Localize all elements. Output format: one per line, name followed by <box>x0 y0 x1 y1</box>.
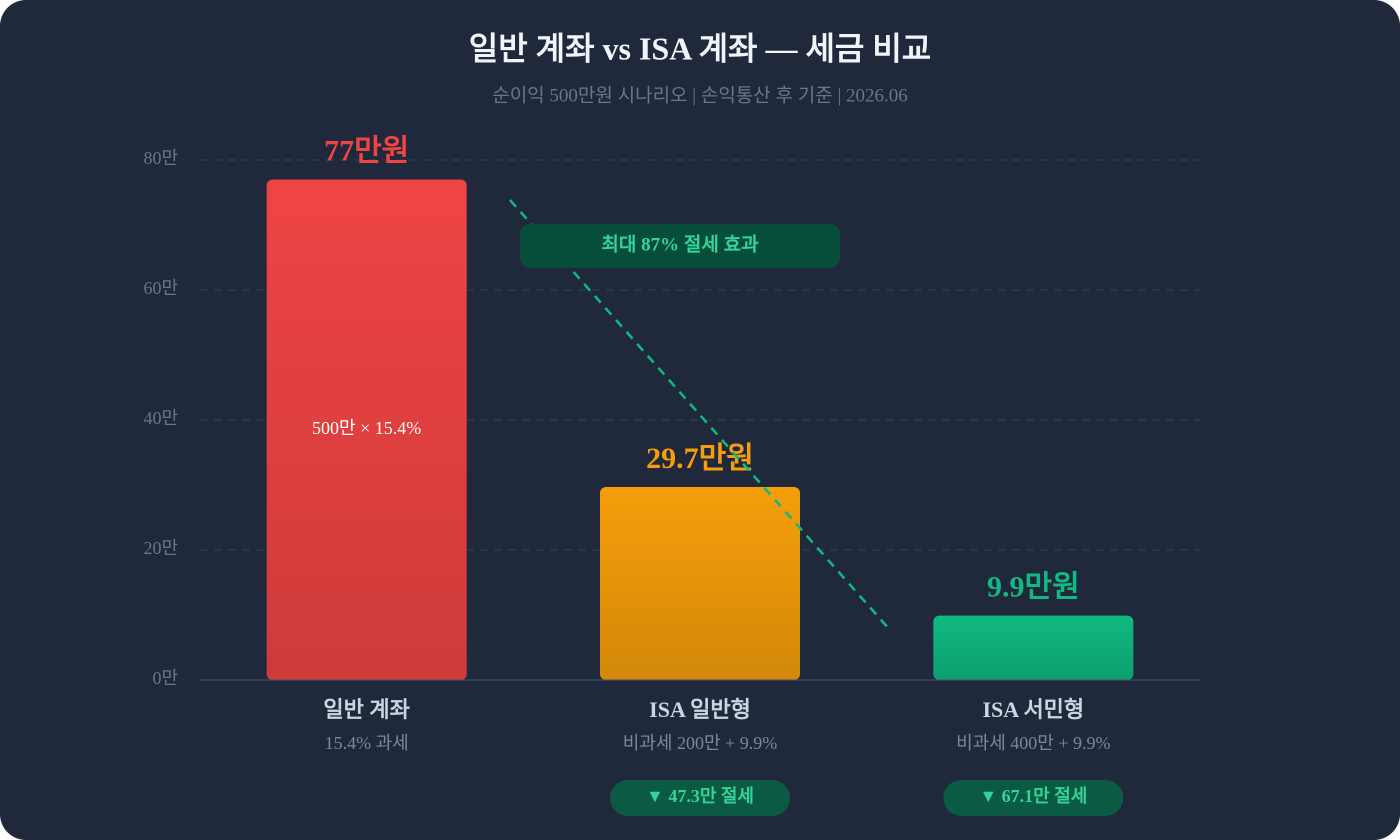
bar-shade <box>933 615 1134 680</box>
category-note: 15.4% 과세 <box>325 733 409 753</box>
x-tick-label: ISA 일반형 <box>649 697 751 722</box>
y-tick-label: 40만 <box>143 408 178 428</box>
annotation-box <box>520 224 840 268</box>
value-label: 29.7만원 <box>646 442 754 475</box>
y-tick-label: 20만 <box>143 538 178 558</box>
savings-label: ▼ 67.1만 절세 <box>979 786 1087 806</box>
value-label: 77만원 <box>324 134 409 167</box>
savings-badge <box>943 780 1124 816</box>
value-label: 9.9만원 <box>987 571 1080 604</box>
chart-title: 일반 계좌 vs ISA 계좌 — 세금 비교 <box>469 30 931 66</box>
y-tick-label: 60만 <box>143 278 178 298</box>
bar-shade <box>600 486 800 680</box>
x-tick-label: 일반 계좌 <box>323 697 409 722</box>
bar-shade <box>266 179 467 680</box>
category-note: 비과세 200만 + 9.9% <box>623 733 777 753</box>
annotation: 최대 87% 절세 효과 <box>601 233 759 255</box>
y-tick-label: 0만 <box>152 668 178 688</box>
bar-note: 500만 × 15.4% <box>312 418 421 438</box>
x-tick-label: ISA 서민형 <box>982 697 1084 722</box>
chart-subtitle: 순이익 500만원 시나리오 | 손익통산 후 기준 | 2026.06 <box>492 84 908 106</box>
y-tick-label: 80만 <box>143 148 178 168</box>
grid: 0만 20만 40만 60만 80만 <box>143 148 1200 688</box>
savings-label: ▼ 47.3만 절세 <box>646 786 754 806</box>
bars: 77만원 500만 × 15.4% 일반 계좌 15.4% 과세 29.7만원 ISA 일… <box>266 134 1134 816</box>
category-note: 비과세 400만 + 9.9% <box>956 733 1110 753</box>
savings-badge <box>610 780 790 816</box>
